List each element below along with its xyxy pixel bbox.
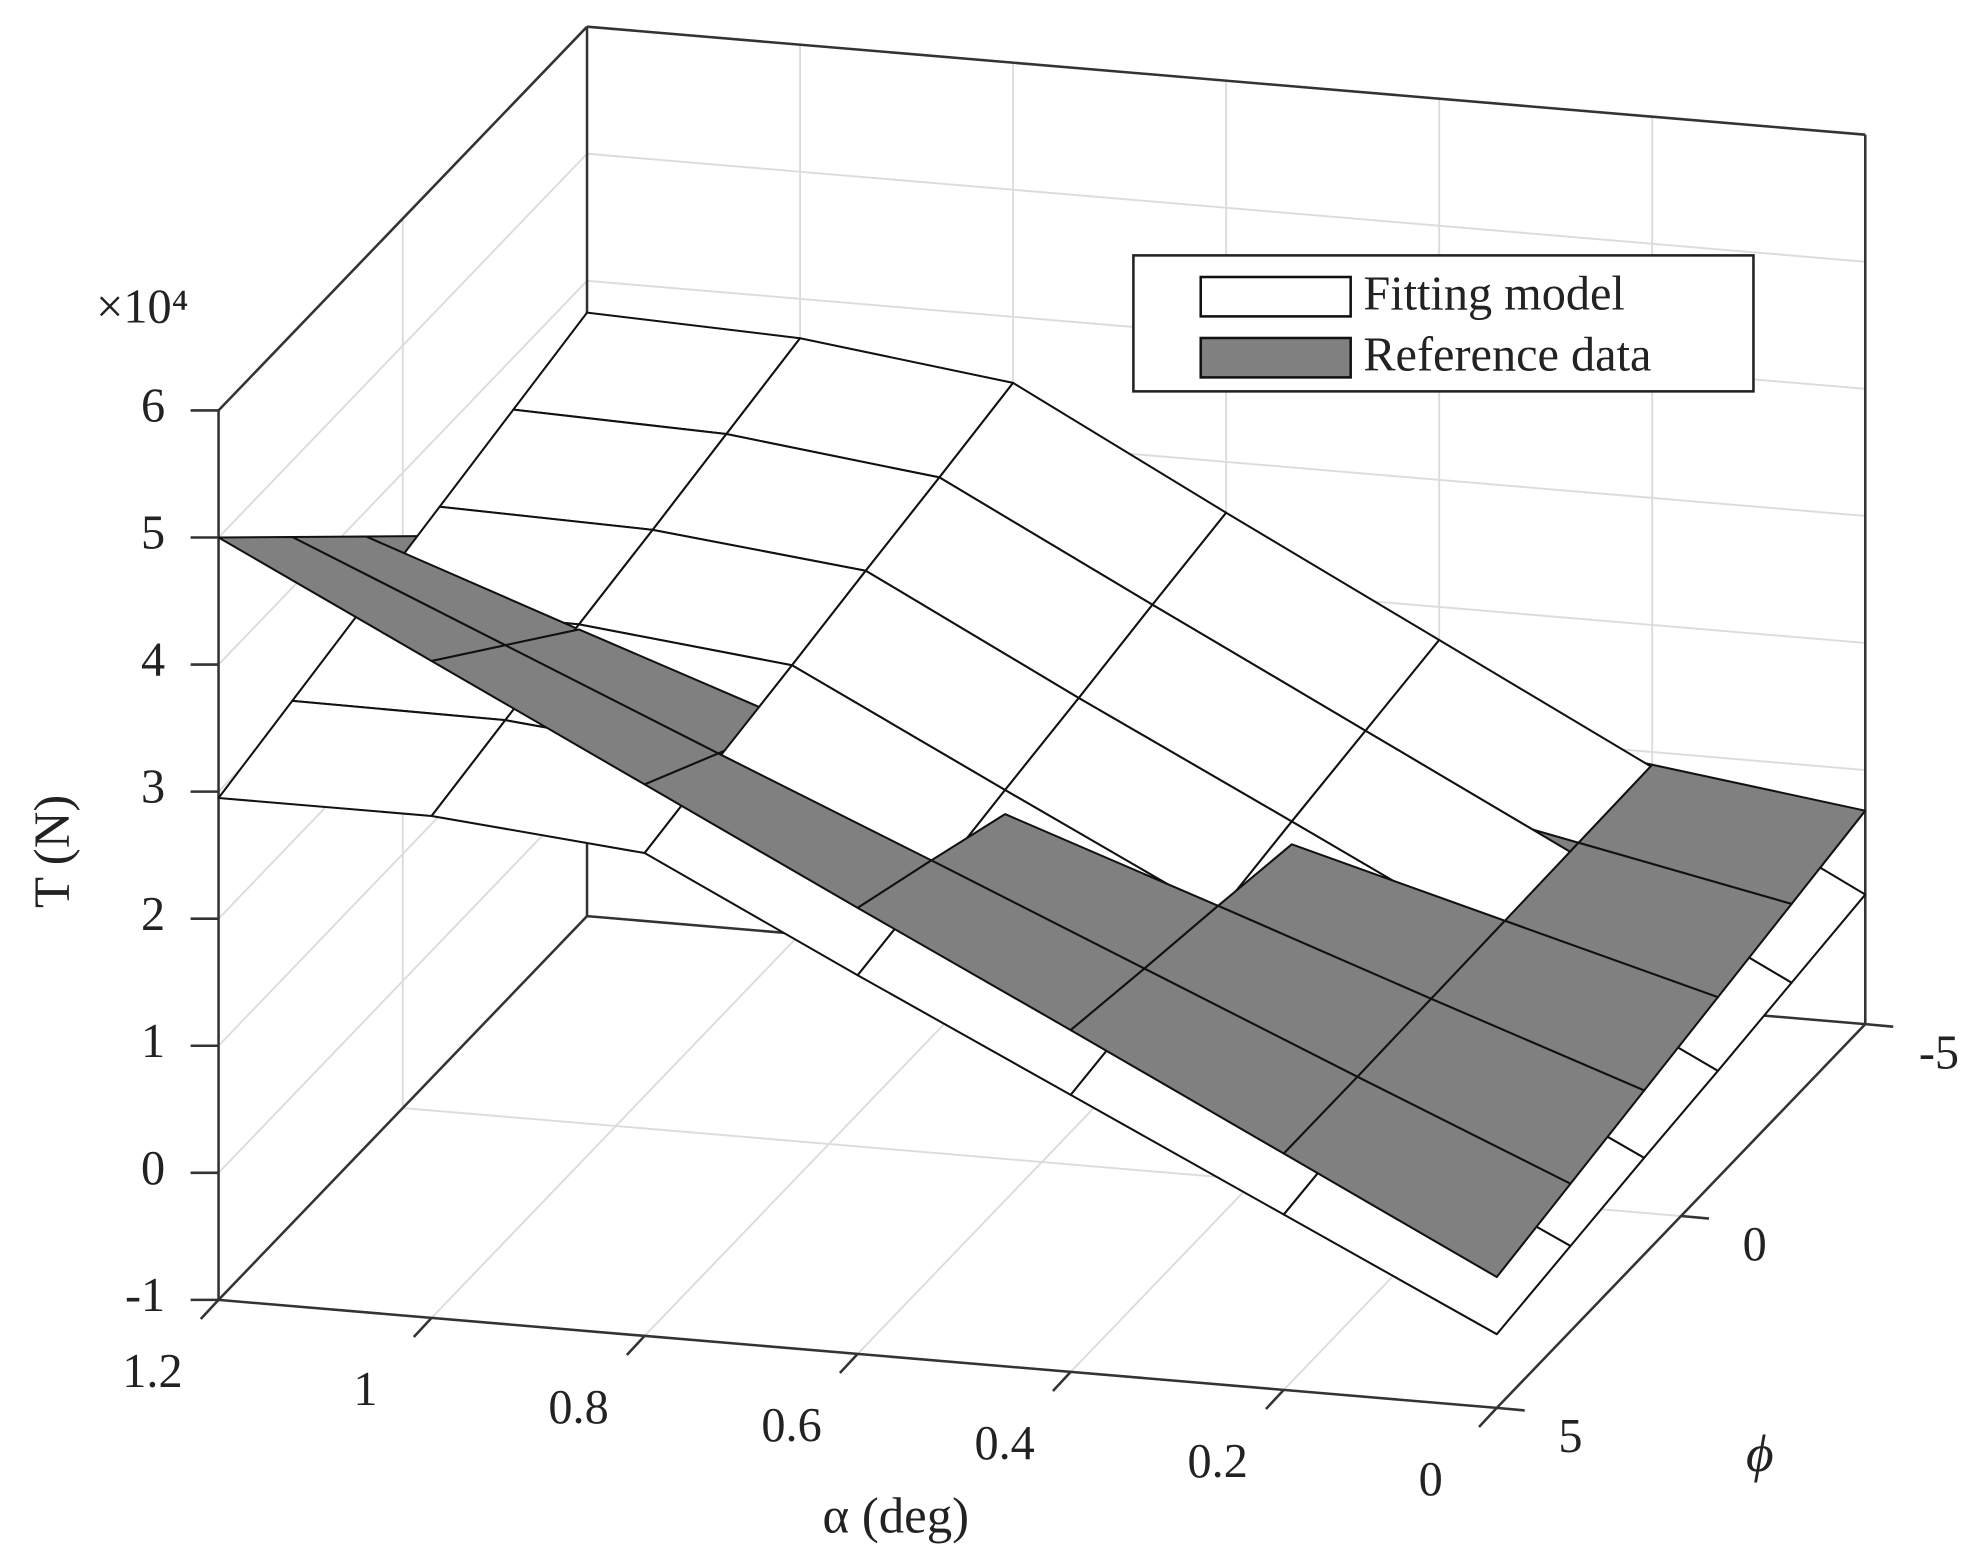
z-tick-label: 3 <box>141 761 165 814</box>
x-tick-label: 1.2 <box>122 1345 182 1398</box>
tick-mark <box>625 1335 646 1356</box>
tick-mark <box>1865 1022 1894 1028</box>
legend: Fitting model Reference data <box>1132 254 1755 393</box>
x-axis-label: α (deg) <box>823 1488 970 1544</box>
z-tick-label: 5 <box>141 507 165 560</box>
y-tick-label: 0 <box>1743 1218 1767 1271</box>
x-tick-label: 0.6 <box>761 1399 821 1452</box>
ticks: -1 0 1 2 3 4 5 6 0 0.2 0.4 0.6 0.8 1 1.2 -5 0 5 <box>122 380 1959 1507</box>
surface-patch <box>1282 1075 1572 1279</box>
z-tick-label: -1 <box>125 1269 165 1322</box>
tick-mark <box>1496 1406 1525 1412</box>
x-tick-label: 0 <box>1419 1453 1443 1506</box>
legend-swatch <box>1199 336 1352 379</box>
legend-swatch <box>1199 275 1352 318</box>
axis-line <box>217 915 588 1301</box>
grid-line <box>217 153 588 539</box>
z-tick-label: 1 <box>141 1015 165 1068</box>
tick-mark <box>1265 1389 1285 1410</box>
grid-line <box>586 152 1866 263</box>
grid-line <box>217 788 588 1174</box>
x-tick-label: 0.4 <box>974 1417 1034 1470</box>
legend-label: Fitting model <box>1363 268 1624 321</box>
tick-mark <box>1051 1371 1072 1392</box>
tick-mark <box>1680 1214 1710 1220</box>
axis-line <box>586 25 1866 136</box>
z-tick-label: 6 <box>141 380 165 433</box>
surfaces <box>217 311 1867 1336</box>
grid-line <box>217 280 588 666</box>
axis-line <box>1495 1023 1867 1409</box>
y-tick-label: -5 <box>1919 1026 1959 1079</box>
tick-mark <box>1478 1407 1498 1428</box>
tick-mark <box>412 1317 433 1338</box>
z-multiplier: ×10⁴ <box>96 280 188 333</box>
axis-line <box>217 25 588 412</box>
legend-label: Reference data <box>1363 329 1651 382</box>
x-tick-label: 1 <box>353 1363 377 1416</box>
tick-mark <box>838 1353 859 1374</box>
x-tick-label: 0.2 <box>1188 1435 1248 1488</box>
z-tick-label: 2 <box>141 888 165 941</box>
y-axis-label: ϕ <box>1746 1423 1774 1483</box>
tick-mark <box>199 1299 220 1320</box>
z-tick-label: 4 <box>141 634 165 687</box>
z-axis-label: T (N) <box>24 795 80 908</box>
y-tick-label: 5 <box>1558 1410 1582 1463</box>
x-tick-label: 0.8 <box>548 1381 608 1434</box>
z-tick-label: 0 <box>141 1142 165 1195</box>
